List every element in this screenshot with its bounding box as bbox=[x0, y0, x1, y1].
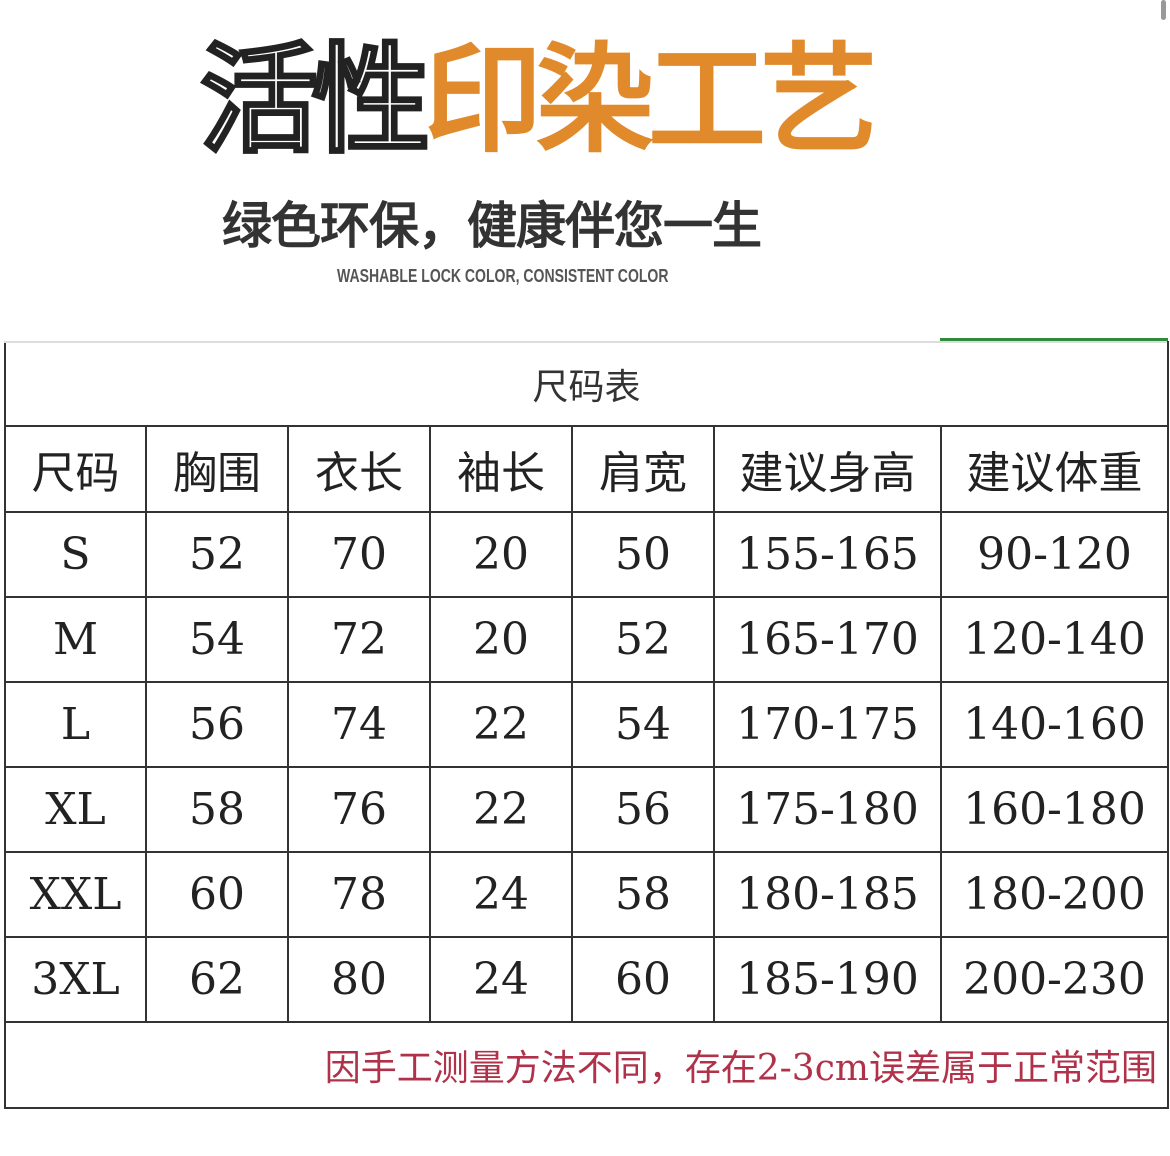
table-cell: 62 bbox=[145, 936, 289, 1023]
banner-title: 活性印染工艺 bbox=[198, 30, 878, 171]
table-cell: 160-180 bbox=[940, 766, 1169, 853]
column-header: 袖长 bbox=[429, 425, 573, 513]
table-cell: 3XL bbox=[4, 936, 147, 1023]
table-cell: 60 bbox=[145, 851, 289, 938]
table-cell: 24 bbox=[429, 936, 573, 1023]
table-cell: 170-175 bbox=[713, 681, 942, 768]
table-cell: 58 bbox=[571, 851, 715, 938]
table-cell: 70 bbox=[287, 511, 431, 598]
table-row: M 54 72 20 52 165-170 120-140 bbox=[4, 596, 1169, 683]
table-cell: 22 bbox=[429, 766, 573, 853]
table-cell: 175-180 bbox=[713, 766, 942, 853]
table-cell: S bbox=[4, 511, 147, 598]
table-cell: 56 bbox=[571, 766, 715, 853]
title-outline-text: 活性 bbox=[198, 30, 431, 171]
table-cell: 56 bbox=[145, 681, 289, 768]
column-header: 衣长 bbox=[287, 425, 431, 513]
table-cell: 54 bbox=[571, 681, 715, 768]
table-cell: 22 bbox=[429, 681, 573, 768]
english-subtitle: WASHABLE LOCK COLOR, CONSISTENT COLOR bbox=[337, 266, 669, 286]
table-row: L 56 74 22 54 170-175 140-160 bbox=[4, 681, 1169, 768]
table-cell: 120-140 bbox=[940, 596, 1169, 683]
table-caption: 尺码表 bbox=[4, 341, 1169, 427]
table-cell: M bbox=[4, 596, 147, 683]
column-header: 建议身高 bbox=[713, 425, 942, 513]
table-cell: L bbox=[4, 681, 147, 768]
table-row: 3XL 62 80 24 60 185-190 200-230 bbox=[4, 936, 1169, 1023]
green-accent-line bbox=[940, 338, 1168, 341]
banner: 活性印染工艺 绿色环保，健康伴您一生 WASHABLE LOCK COLOR, … bbox=[0, 0, 1170, 330]
column-header: 肩宽 bbox=[571, 425, 715, 513]
table-cell: 80 bbox=[287, 936, 431, 1023]
table-cell: 72 bbox=[287, 596, 431, 683]
column-header: 胸围 bbox=[145, 425, 289, 513]
slogan: 绿色环保，健康伴您一生 bbox=[222, 197, 762, 255]
column-header: 尺码 bbox=[4, 425, 147, 513]
scrollbar[interactable] bbox=[1161, 0, 1166, 20]
table-cell: 185-190 bbox=[713, 936, 942, 1023]
table-cell: 180-185 bbox=[713, 851, 942, 938]
table-cell: 78 bbox=[287, 851, 431, 938]
table-cell: 24 bbox=[429, 851, 573, 938]
table-cell: 155-165 bbox=[713, 511, 942, 598]
table-cell: 90-120 bbox=[940, 511, 1169, 598]
table-cell: 58 bbox=[145, 766, 289, 853]
title-accent-text: 印染工艺 bbox=[424, 31, 878, 169]
table-cell: 200-230 bbox=[940, 936, 1169, 1023]
measurement-note: 因手工测量方法不同，存在2-3cm误差属于正常范围 bbox=[4, 1021, 1169, 1109]
table-cell: 60 bbox=[571, 936, 715, 1023]
table-cell: XXL bbox=[4, 851, 147, 938]
header-row: 尺码 胸围 衣长 袖长 肩宽 建议身高 建议体重 bbox=[4, 425, 1169, 513]
table-cell: 180-200 bbox=[940, 851, 1169, 938]
table-cell: 165-170 bbox=[713, 596, 942, 683]
table-cell: 74 bbox=[287, 681, 431, 768]
table-cell: 52 bbox=[571, 596, 715, 683]
table-cell: 76 bbox=[287, 766, 431, 853]
table-cell: 52 bbox=[145, 511, 289, 598]
table-cell: 54 bbox=[145, 596, 289, 683]
table-cell: XL bbox=[4, 766, 147, 853]
table-cell: 140-160 bbox=[940, 681, 1169, 768]
table-cell: 20 bbox=[429, 511, 573, 598]
size-table: 尺码表 尺码 胸围 衣长 袖长 肩宽 建议身高 建议体重 S 52 70 20 50 155-165 9… bbox=[4, 341, 1169, 1109]
column-header: 建议体重 bbox=[940, 425, 1169, 513]
table-row: XL 58 76 22 56 175-180 160-180 bbox=[4, 766, 1169, 853]
table-row: XXL 60 78 24 58 180-185 180-200 bbox=[4, 851, 1169, 938]
table-row: S 52 70 20 50 155-165 90-120 bbox=[4, 511, 1169, 598]
table-cell: 50 bbox=[571, 511, 715, 598]
table-cell: 20 bbox=[429, 596, 573, 683]
